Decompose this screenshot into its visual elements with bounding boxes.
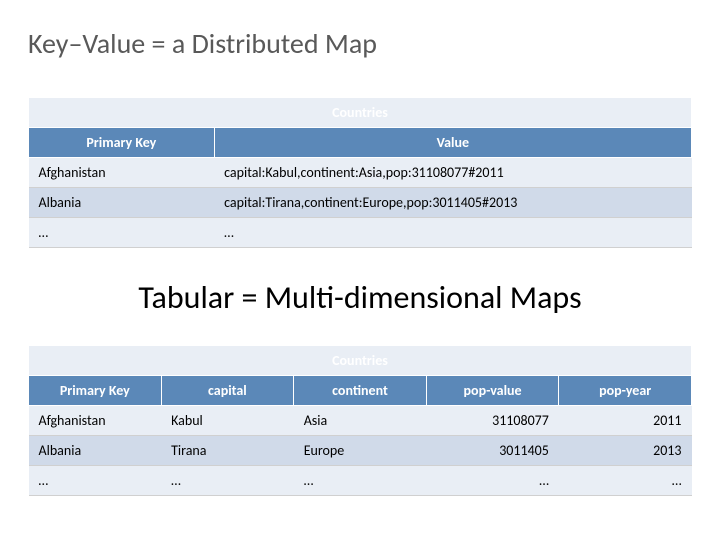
col-pop-year: pop-year — [559, 376, 692, 406]
col-continent: continent — [294, 376, 427, 406]
cell-pop-year: 2011 — [559, 406, 692, 436]
table-caption: Countries — [29, 346, 692, 376]
cell-capital: Tirana — [161, 436, 294, 466]
table-row: … … — [29, 218, 692, 248]
col-primary-key: Primary Key — [29, 376, 162, 406]
cell-capital: … — [161, 466, 294, 496]
cell-value: … — [214, 218, 691, 248]
table-row: Albania Tirana Europe 3011405 2013 — [29, 436, 692, 466]
table-tabular: Countries Primary Key capital continent … — [28, 345, 692, 496]
table-caption: Countries — [29, 98, 692, 128]
cell-key: Albania — [29, 436, 162, 466]
cell-key: … — [29, 218, 215, 248]
cell-continent: … — [294, 466, 427, 496]
cell-continent: Asia — [294, 406, 427, 436]
table-caption-row: Countries — [29, 98, 692, 128]
table-keyvalue: Countries Primary Key Value Afghanistan … — [28, 97, 692, 248]
cell-pop-value: … — [426, 466, 559, 496]
table-row: Albania capital:Tirana,continent:Europe,… — [29, 188, 692, 218]
cell-key: … — [29, 466, 162, 496]
slide: Key–Value = a Distributed Map Countries … — [0, 0, 720, 540]
col-value: Value — [214, 128, 691, 158]
col-capital: capital — [161, 376, 294, 406]
table-header-row: Primary Key Value — [29, 128, 692, 158]
cell-pop-value: 3011405 — [426, 436, 559, 466]
cell-key: Afghanistan — [29, 158, 215, 188]
cell-pop-value: 31108077 — [426, 406, 559, 436]
cell-value: capital:Kabul,continent:Asia,pop:3110807… — [214, 158, 691, 188]
cell-key: Albania — [29, 188, 215, 218]
cell-continent: Europe — [294, 436, 427, 466]
table-row: … … … … … — [29, 466, 692, 496]
col-pop-value: pop-value — [426, 376, 559, 406]
col-primary-key: Primary Key — [29, 128, 215, 158]
heading-keyvalue: Key–Value = a Distributed Map — [28, 26, 692, 61]
cell-key: Afghanistan — [29, 406, 162, 436]
table-row: Afghanistan capital:Kabul,continent:Asia… — [29, 158, 692, 188]
cell-pop-year: … — [559, 466, 692, 496]
heading-tabular: Tabular = Multi-dimensional Maps — [28, 278, 692, 317]
cell-value: capital:Tirana,continent:Europe,pop:3011… — [214, 188, 691, 218]
table-header-row: Primary Key capital continent pop-value … — [29, 376, 692, 406]
table-caption-row: Countries — [29, 346, 692, 376]
cell-pop-year: 2013 — [559, 436, 692, 466]
cell-capital: Kabul — [161, 406, 294, 436]
table-row: Afghanistan Kabul Asia 31108077 2011 — [29, 406, 692, 436]
